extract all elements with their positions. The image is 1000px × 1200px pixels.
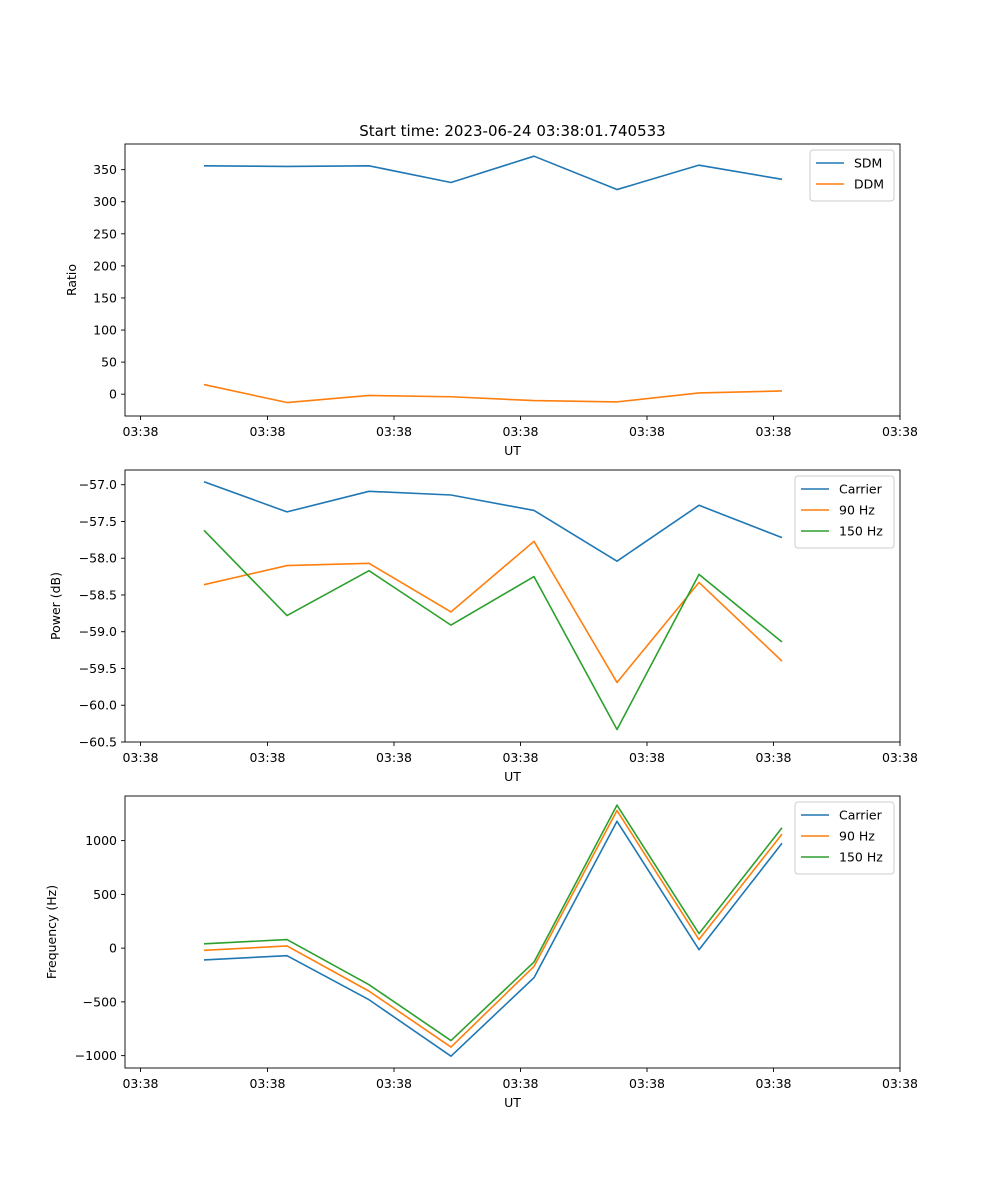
legend: SDM DDM [809,149,895,202]
x-tick-label: 03:38 [882,424,918,439]
series-line-carrier [203,481,783,562]
y-tick-label: −60.5 [79,735,117,750]
y-tick-label: 500 [93,887,117,902]
series-line-carrier [203,820,783,1057]
x-tick-label: 03:38 [122,424,158,439]
y-tick-label: −60.0 [79,698,117,713]
x-axis-label: UT [504,1095,521,1110]
x-tick-label: 03:38 [882,750,918,765]
x-tick-label: 03:38 [882,1076,918,1091]
y-tick-label: 300 [93,194,117,209]
y-tick-label: 0 [109,941,117,956]
y-tick-label: −59.0 [79,624,117,639]
x-tick-label: 03:38 [122,750,158,765]
x-tick-label: 03:38 [629,424,665,439]
legend-label: 90 Hz [839,503,875,518]
series-line-150-hz [203,804,783,1042]
y-axis-label: Power (dB) [48,572,63,640]
legend: Carrier 90 Hz 150 Hz [794,475,895,549]
x-tick-label: 03:38 [755,424,791,439]
x-tick-label: 03:38 [249,750,285,765]
legend-label: Carrier [839,808,883,823]
x-tick-label: 03:38 [755,750,791,765]
legend-label: DDM [854,177,884,192]
plot-area [124,795,901,1069]
series-line-150-hz [203,529,783,731]
x-tick-label: 03:38 [376,750,412,765]
chart-title: Start time: 2023-06-24 03:38:01.740533 [359,122,665,140]
chart-panel-1: 0 50 100 150 200 250 300 350 03:38 03:38 03:38 03:3… [64,143,918,458]
x-tick-label: 03:38 [376,1076,412,1091]
y-tick-label: 200 [93,258,117,273]
y-tick-label: 1000 [85,833,117,848]
y-tick-label: 0 [109,387,117,402]
plot-area [124,469,901,743]
y-tick-label: 100 [93,323,117,338]
y-tick-label: 50 [101,355,117,370]
x-tick-label: 03:38 [629,750,665,765]
x-tick-label: 03:38 [122,1076,158,1091]
series-line-sdm [203,155,783,191]
legend-label: 150 Hz [839,524,883,539]
x-axis-label: UT [504,769,521,784]
x-tick-label: 03:38 [249,424,285,439]
y-tick-label: −57.0 [79,477,117,492]
x-tick-label: 03:38 [249,1076,285,1091]
series-line-ddm [203,383,783,404]
x-tick-label: 03:38 [629,1076,665,1091]
x-tick-label: 03:38 [755,1076,791,1091]
legend-label: 90 Hz [839,829,875,844]
y-tick-label: −1000 [75,1048,117,1063]
x-tick-label: 03:38 [376,424,412,439]
x-tick-label: 03:38 [502,750,538,765]
y-tick-label: −59.5 [79,661,117,676]
legend: Carrier 90 Hz 150 Hz [794,801,895,875]
legend-box [794,475,895,549]
legend-label: 150 Hz [839,850,883,865]
chart-panel-2: −57.0 −57.5 −58.0 −58.5 −59.0 −59.5 −60.0 −60.5… [48,469,918,784]
y-tick-label: −58.5 [79,587,117,602]
legend-label: Carrier [839,482,883,497]
y-axis-label: Frequency (Hz) [44,885,59,979]
y-tick-label: −58.0 [79,551,117,566]
y-tick-label: 350 [93,162,117,177]
plot-area [124,143,901,417]
y-tick-label: 150 [93,290,117,305]
series-line-90-hz [203,809,783,1048]
y-axis-label: Ratio [64,264,79,296]
x-tick-label: 03:38 [502,424,538,439]
y-tick-label: 250 [93,226,117,241]
x-tick-label: 03:38 [502,1076,538,1091]
legend-box [794,801,895,875]
y-tick-label: −57.5 [79,514,117,529]
x-axis-label: UT [504,443,521,458]
chart-panel-3: 1000 500 0 −500 −1000 03:38 03:38 03:38 03:38 03:… [44,795,918,1110]
legend-label: SDM [854,156,882,171]
y-tick-label: −500 [83,994,117,1009]
